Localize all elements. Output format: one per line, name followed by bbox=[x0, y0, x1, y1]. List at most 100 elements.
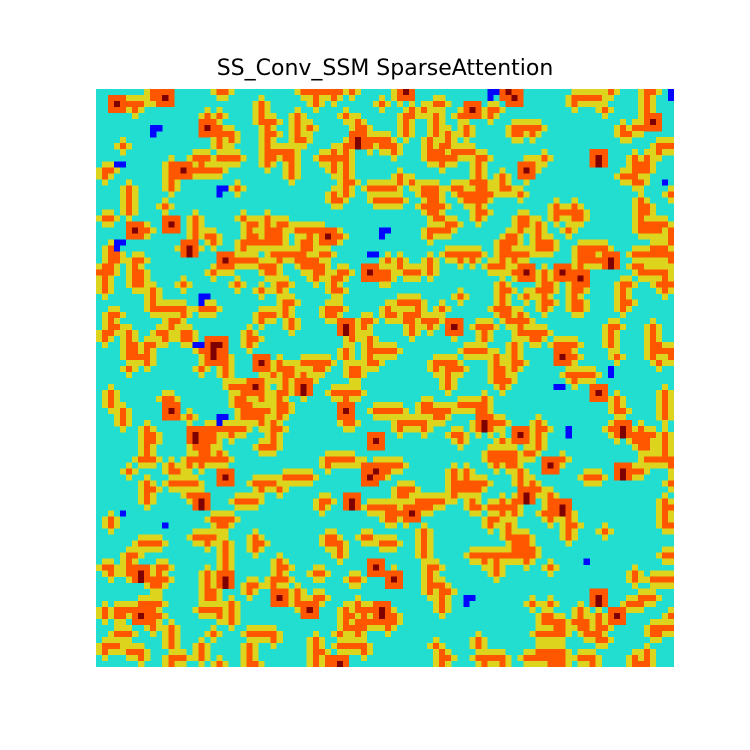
heatmap-cell bbox=[661, 504, 669, 511]
heatmap-cell bbox=[613, 305, 620, 312]
heatmap-cell bbox=[96, 606, 103, 613]
heatmap-cell bbox=[457, 125, 464, 132]
heatmap-cell bbox=[583, 654, 590, 662]
heatmap-cell bbox=[354, 594, 362, 601]
heatmap-cell bbox=[336, 636, 343, 644]
heatmap-cell bbox=[264, 390, 271, 397]
heatmap-cell bbox=[469, 552, 476, 559]
heatmap-cell bbox=[300, 143, 307, 150]
heatmap-cell bbox=[270, 215, 277, 222]
heatmap-cell bbox=[234, 215, 241, 222]
heatmap-cell bbox=[156, 606, 163, 613]
heatmap-cell bbox=[348, 125, 356, 132]
heatmap-cell bbox=[403, 125, 410, 132]
heatmap-cell bbox=[348, 624, 356, 631]
heatmap-cell bbox=[168, 329, 175, 336]
heatmap-cell bbox=[433, 558, 440, 565]
heatmap-cell bbox=[156, 293, 163, 300]
heatmap-cell bbox=[427, 203, 434, 210]
heatmap-cell bbox=[445, 594, 452, 601]
heatmap-cell bbox=[372, 618, 380, 625]
heatmap-cell bbox=[180, 287, 187, 294]
heatmap-cell bbox=[517, 173, 524, 180]
heatmap-cell bbox=[661, 462, 669, 469]
heatmap-cell bbox=[198, 221, 205, 228]
heatmap-cell bbox=[535, 660, 542, 667]
heatmap-cell bbox=[174, 173, 181, 180]
heatmap-cell bbox=[613, 426, 620, 433]
heatmap-cell bbox=[421, 588, 428, 595]
heatmap-cell bbox=[469, 642, 476, 650]
heatmap-cell bbox=[661, 522, 669, 529]
heatmap-cell bbox=[156, 456, 163, 463]
heatmap-cell bbox=[342, 612, 349, 619]
heatmap-cell bbox=[102, 275, 109, 282]
heatmap-cell bbox=[276, 426, 283, 433]
heatmap-cell bbox=[156, 299, 163, 306]
heatmap-cell bbox=[385, 269, 392, 276]
heatmap-cell bbox=[342, 654, 349, 662]
heatmap-cell bbox=[240, 251, 247, 258]
heatmap-cell bbox=[631, 203, 638, 210]
heatmap-cell bbox=[589, 101, 596, 108]
heatmap-cell bbox=[637, 450, 645, 457]
heatmap-cell bbox=[270, 624, 277, 631]
heatmap-cell bbox=[348, 426, 356, 433]
heatmap-cell bbox=[475, 552, 482, 559]
heatmap-cell bbox=[661, 293, 669, 300]
heatmap-cell bbox=[475, 480, 482, 487]
heatmap-cell bbox=[348, 462, 356, 469]
heatmap-cell bbox=[228, 570, 235, 577]
heatmap-cell bbox=[246, 323, 253, 330]
heatmap-cell bbox=[174, 474, 181, 481]
heatmap-cell bbox=[475, 402, 482, 409]
heatmap-cell bbox=[433, 149, 440, 156]
heatmap-cell bbox=[541, 221, 548, 228]
heatmap-cell bbox=[126, 227, 133, 234]
heatmap-cell bbox=[493, 353, 500, 361]
heatmap-cell bbox=[174, 408, 181, 415]
heatmap-cell bbox=[667, 522, 674, 529]
heatmap-cell bbox=[282, 257, 289, 264]
heatmap-cell bbox=[523, 275, 530, 282]
heatmap-cell bbox=[252, 251, 259, 258]
heatmap-cell bbox=[517, 492, 524, 499]
heatmap-cell bbox=[276, 155, 283, 162]
heatmap-cell bbox=[186, 161, 193, 168]
heatmap-cell bbox=[372, 197, 380, 204]
heatmap-cell bbox=[433, 414, 440, 421]
heatmap-cell bbox=[144, 233, 151, 240]
heatmap-cell bbox=[541, 305, 548, 312]
heatmap-cell bbox=[174, 317, 181, 324]
heatmap-cell bbox=[378, 269, 386, 276]
heatmap-cell bbox=[487, 516, 494, 523]
heatmap-cell bbox=[342, 173, 349, 180]
heatmap-cell bbox=[276, 438, 283, 445]
heatmap-cell bbox=[228, 185, 235, 192]
heatmap-cell bbox=[511, 329, 518, 336]
heatmap-cell bbox=[330, 534, 337, 541]
heatmap-cell bbox=[252, 215, 259, 222]
heatmap-cell bbox=[457, 197, 464, 204]
heatmap-cell bbox=[108, 251, 115, 258]
heatmap-cell bbox=[276, 420, 283, 427]
heatmap-cell bbox=[336, 624, 343, 631]
heatmap-cell bbox=[372, 456, 380, 463]
heatmap-cell bbox=[535, 125, 542, 132]
heatmap-cell bbox=[511, 552, 518, 559]
heatmap-cell bbox=[282, 149, 289, 156]
heatmap-cell bbox=[306, 257, 313, 264]
heatmap-cell bbox=[336, 155, 343, 162]
heatmap-cell bbox=[535, 636, 542, 644]
heatmap-cell bbox=[553, 462, 560, 469]
heatmap-cell bbox=[391, 155, 398, 162]
heatmap-cell bbox=[378, 414, 386, 421]
heatmap-cell bbox=[397, 486, 404, 493]
heatmap-cell bbox=[342, 149, 349, 156]
heatmap-cell bbox=[168, 203, 175, 210]
heatmap-cell bbox=[372, 570, 380, 577]
heatmap-cell bbox=[186, 462, 193, 469]
heatmap-cell bbox=[138, 95, 145, 102]
heatmap-cell bbox=[601, 618, 608, 625]
heatmap-cell bbox=[354, 113, 362, 120]
